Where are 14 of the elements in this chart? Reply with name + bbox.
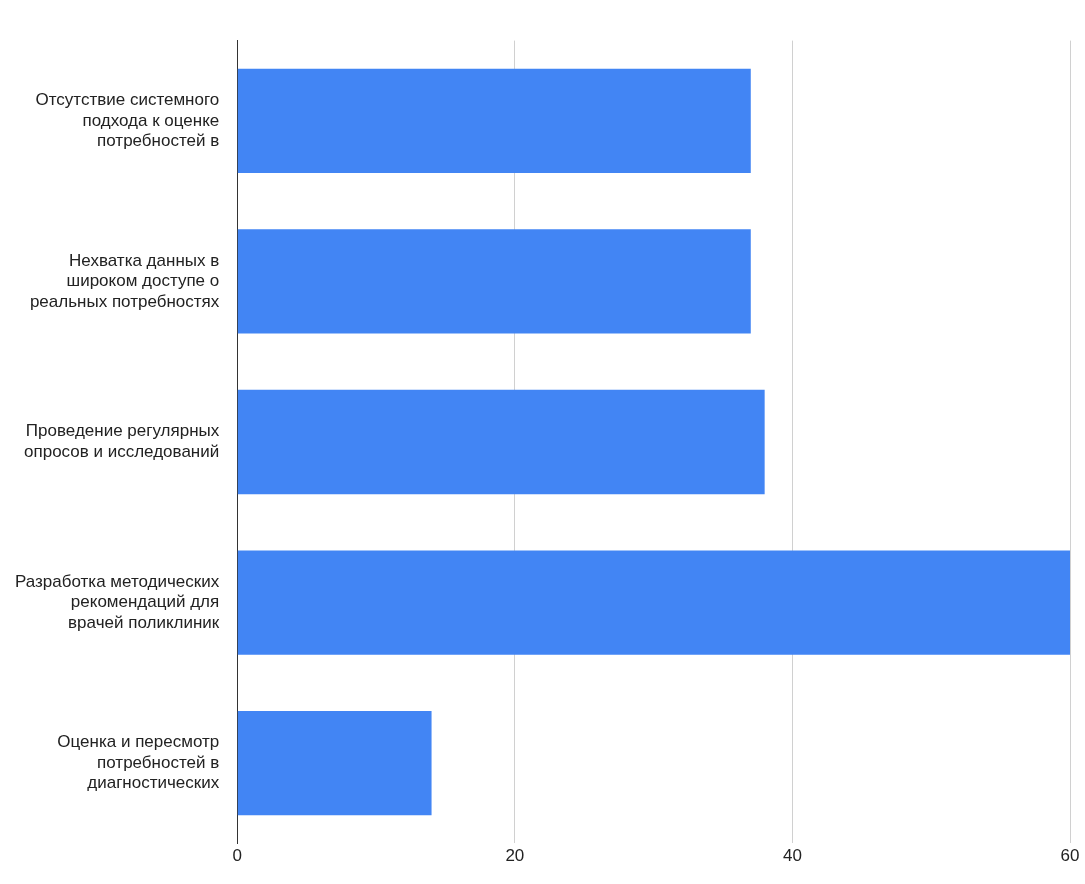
y-tick-label: Отсутствие системного подхода к оценке потребностей в [35,90,220,150]
y-tick-label: Оценка и пересмотр потребностей в диагностических [57,732,220,793]
bar [237,710,432,816]
x-tick-label: 60 [1060,846,1080,866]
y-tick-label: Нехватка данных в широком доступе о реальных потребностях [29,250,220,311]
x-tick-label: 40 [782,846,802,866]
y-tick-label: Проведение регулярных опросов и исследований [24,421,220,461]
bar [237,389,765,495]
x-tick-label: 0 [232,846,242,866]
bar [237,68,751,174]
bar [237,229,751,334]
x-tick-label: 20 [505,846,525,866]
bar [237,550,1070,655]
y-tick-label: Разработка методических рекомендаций для врачей поликлиник [15,571,220,632]
